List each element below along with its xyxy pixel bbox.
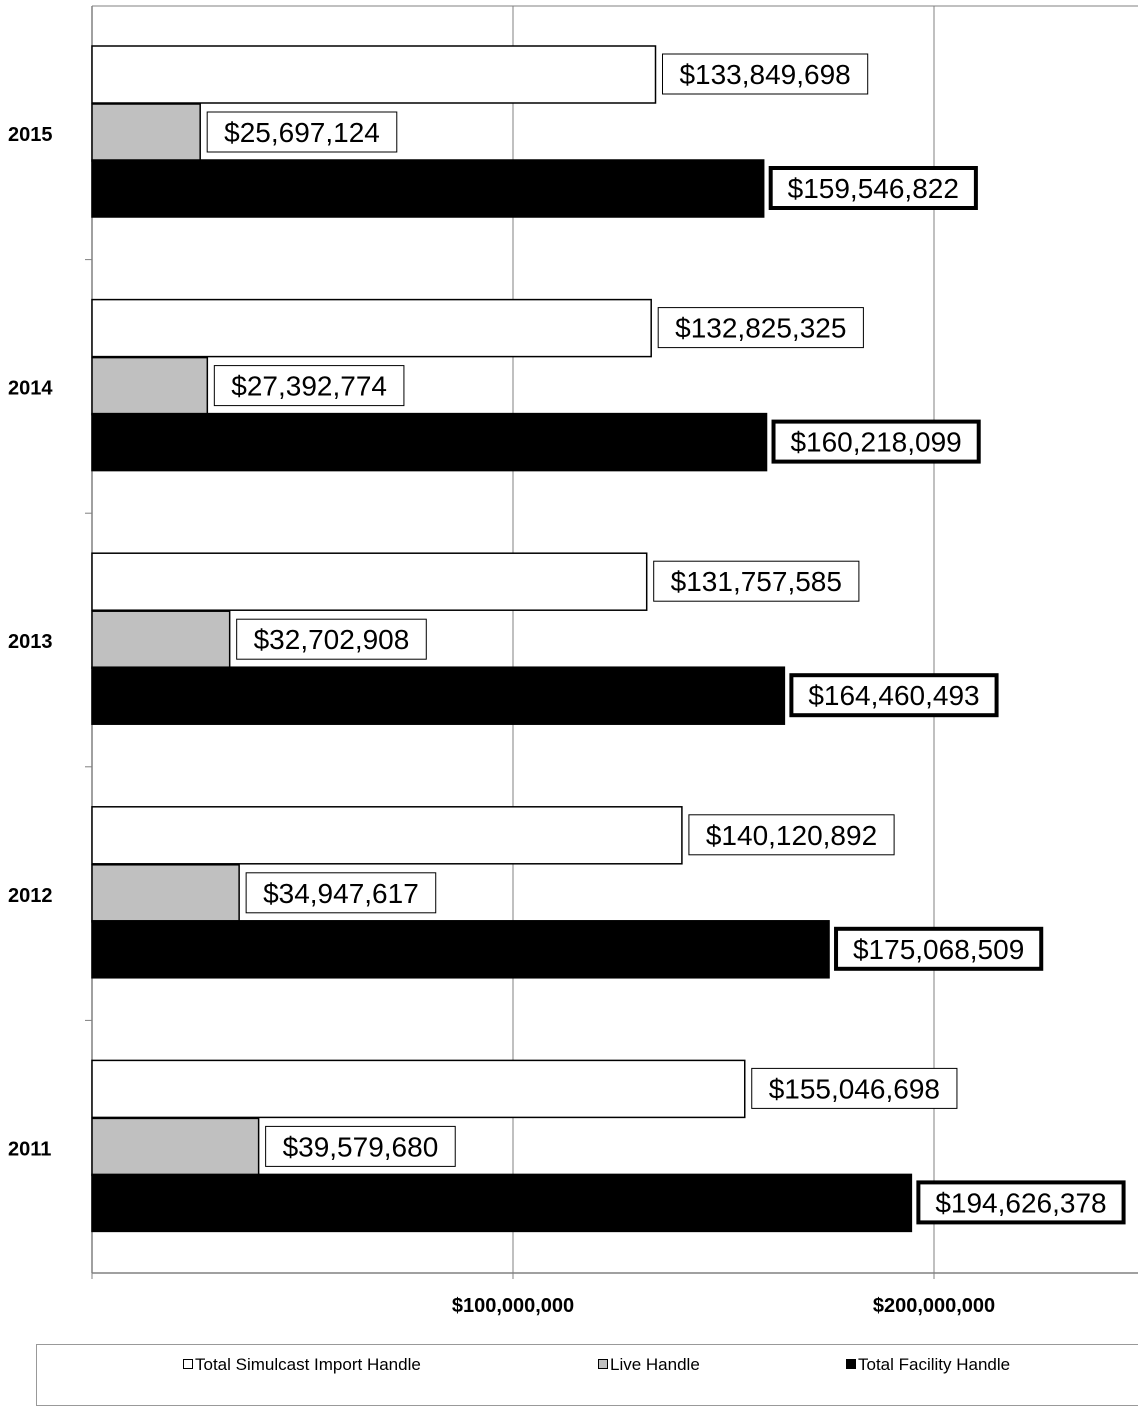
data-label-2011-series-1: $39,579,680: [283, 1131, 439, 1162]
bar-2013-series-0: [91, 552, 648, 611]
data-label-box-2012-series-1: [245, 872, 437, 914]
data-label-2013-series-2: $164,460,493: [808, 680, 979, 711]
data-label-box-2013-series-1: [236, 618, 427, 660]
category-label-2013: 2013: [8, 631, 53, 653]
data-label-2014-series-1: $27,392,774: [231, 371, 387, 402]
x-tick-label-1: $200,000,000: [873, 1295, 995, 1317]
category-label-2011: 2011: [8, 1138, 51, 1160]
bar-2013-series-2: [91, 666, 786, 725]
data-label-box-2014-series-1: [213, 365, 405, 407]
data-label-box-2015-series-2: [768, 166, 978, 210]
legend-label-live: Live Handle: [610, 1355, 700, 1374]
bar-2014-series-1: [91, 356, 209, 416]
bar-2013-series-1: [91, 610, 231, 669]
data-label-box-2013-series-2: [789, 673, 999, 718]
bar-2011-series-0: [91, 1059, 746, 1119]
data-label-2011-series-2: $194,626,378: [935, 1187, 1106, 1218]
category-label-2014: 2014: [8, 378, 53, 400]
data-label-2014-series-2: $160,218,099: [790, 427, 961, 458]
bar-2012-series-0: [91, 806, 683, 865]
bar-2011-series-1: [91, 1117, 260, 1177]
data-label-box-2014-series-2: [771, 419, 981, 464]
legend-label-facility: Total Facility Handle: [858, 1355, 1011, 1374]
data-label-box-2011-series-1: [265, 1125, 456, 1167]
data-label-box-2013-series-0: [653, 560, 860, 602]
bar-2012-series-1: [91, 864, 240, 923]
data-label-2015-series-0: $133,849,698: [679, 59, 850, 90]
bar-2014-series-2: [91, 412, 768, 472]
category-label-2012: 2012: [8, 885, 53, 907]
data-label-box-2012-series-2: [834, 926, 1044, 971]
legend-item-facility: Total Facility Handle: [846, 1355, 1010, 1375]
data-label-2013-series-0: $131,757,585: [671, 566, 842, 597]
data-label-box-2011-series-0: [751, 1067, 958, 1109]
data-label-2015-series-2: $159,546,822: [788, 173, 959, 204]
bar-2011-series-2: [91, 1173, 913, 1233]
legend-swatch-live: [598, 1359, 608, 1369]
chart-legend: Total Simulcast Import Handle Live Handl…: [36, 1344, 1138, 1406]
data-label-box-2015-series-1: [206, 111, 398, 153]
bar-2012-series-2: [91, 920, 830, 979]
bar-2015-series-0: [91, 45, 657, 104]
data-label-box-2012-series-0: [688, 814, 895, 856]
legend-swatch-facility: [846, 1359, 856, 1369]
data-label-2013-series-1: $32,702,908: [254, 624, 410, 655]
legend-item-simulcast: Total Simulcast Import Handle: [183, 1355, 421, 1375]
data-label-2015-series-1: $25,697,124: [224, 117, 380, 148]
bar-2015-series-1: [91, 103, 201, 162]
bar-2014-series-0: [91, 298, 652, 358]
bar-2015-series-2: [91, 159, 765, 218]
legend-item-live: Live Handle: [598, 1355, 700, 1375]
x-tick-label-0: $100,000,000: [452, 1295, 574, 1317]
data-label-2012-series-2: $175,068,509: [853, 934, 1024, 965]
data-label-box-2011-series-2: [916, 1180, 1126, 1225]
data-label-2014-series-0: $132,825,325: [675, 313, 846, 344]
data-label-2011-series-0: $155,046,698: [769, 1073, 940, 1104]
data-label-box-2015-series-0: [662, 53, 869, 95]
legend-label-simulcast: Total Simulcast Import Handle: [195, 1355, 421, 1374]
data-label-box-2014-series-0: [657, 307, 864, 349]
data-label-2012-series-0: $140,120,892: [706, 820, 877, 851]
legend-swatch-simulcast: [183, 1359, 193, 1369]
category-label-2015: 2015: [8, 124, 53, 146]
data-label-2012-series-1: $34,947,617: [263, 878, 419, 909]
